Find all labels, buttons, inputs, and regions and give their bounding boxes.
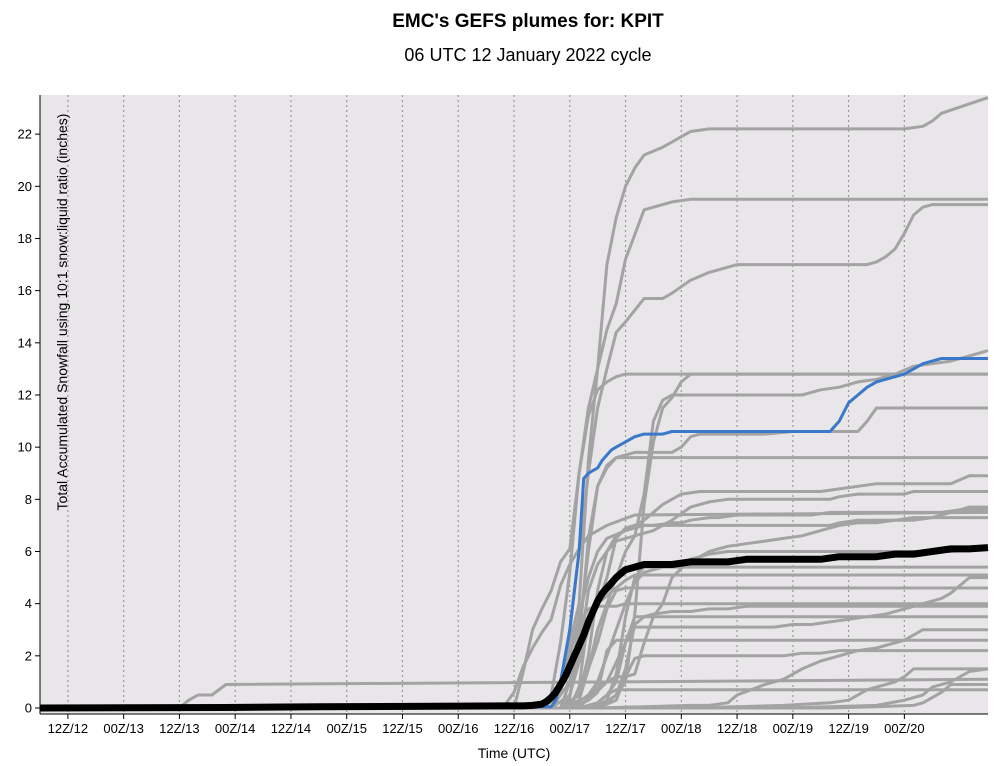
member-series-line xyxy=(40,197,988,710)
y-tick-label: 0 xyxy=(25,701,32,716)
member-series-line xyxy=(39,510,989,710)
y-tick-label: 4 xyxy=(25,596,32,611)
member-series-line xyxy=(40,516,988,710)
x-tick-label: 00Z/16 xyxy=(438,721,478,736)
x-tick-label: 12Z/19 xyxy=(828,721,868,736)
y-tick-label: 14 xyxy=(18,335,32,350)
member-series-line xyxy=(40,683,988,710)
y-tick-label: 18 xyxy=(18,231,32,246)
control-run xyxy=(39,357,988,710)
member-series-line xyxy=(40,505,988,710)
y-axis-ticks: 0 2 4 6 8 10 12 14 16 18 20 22 xyxy=(18,127,40,716)
y-tick-label: 22 xyxy=(18,127,32,142)
member-series-line xyxy=(40,474,988,710)
y-tick-label: 16 xyxy=(18,283,32,298)
x-tick-label: 12Z/17 xyxy=(605,721,645,736)
x-tick-label: 12Z/18 xyxy=(717,721,757,736)
chart-subtitle: 06 UTC 12 January 2022 cycle xyxy=(404,45,651,65)
x-axis-ticks: 12Z/12 00Z/13 12Z/13 00Z/14 12Z/14 00Z/15 12Z/… xyxy=(48,714,925,736)
x-tick-label: 12Z/13 xyxy=(159,721,199,736)
member-series-line xyxy=(40,688,988,710)
member-series-line xyxy=(40,508,988,710)
member-series-line xyxy=(40,203,988,710)
member-series-line xyxy=(40,649,988,710)
y-tick-label: 12 xyxy=(18,387,32,402)
control-series-line xyxy=(39,357,988,710)
x-tick-label: 00Z/19 xyxy=(773,721,813,736)
x-tick-label: 00Z/15 xyxy=(326,721,366,736)
x-tick-label: 00Z/18 xyxy=(661,721,701,736)
y-axis-label: Total Accumulated Snowfall using 10:1 sn… xyxy=(54,114,70,511)
x-tick-label: 00Z/13 xyxy=(103,721,143,736)
member-series-line xyxy=(40,667,988,710)
member-series-line xyxy=(40,490,988,710)
chart-title: EMC's GEFS plumes for: KPIT xyxy=(392,11,664,32)
x-tick-label: 00Z/14 xyxy=(215,721,255,736)
member-series-line xyxy=(40,615,988,710)
member-series-line xyxy=(40,349,989,710)
x-tick-label: 12Z/15 xyxy=(382,721,422,736)
ensemble-members xyxy=(39,96,989,710)
ensemble-mean xyxy=(39,544,989,712)
member-series-line xyxy=(40,406,988,710)
y-tick-label: 20 xyxy=(18,179,32,194)
y-tick-label: 8 xyxy=(25,492,32,507)
x-tick-label: 12Z/12 xyxy=(48,721,88,736)
y-tick-label: 6 xyxy=(25,544,32,559)
member-series-line xyxy=(40,576,988,710)
x-tick-label: 12Z/14 xyxy=(271,721,311,736)
y-tick-label: 10 xyxy=(18,440,32,455)
y-tick-label: 2 xyxy=(25,648,32,663)
x-axis-label: Time (UTC) xyxy=(478,745,551,761)
x-tick-label: 00Z/17 xyxy=(550,721,590,736)
member-series-line xyxy=(40,96,989,710)
mean-series-line xyxy=(39,544,989,712)
x-tick-label: 12Z/16 xyxy=(494,721,534,736)
x-tick-label: 00Z/20 xyxy=(884,721,924,736)
member-series-line xyxy=(40,586,988,710)
member-series-line xyxy=(40,628,988,710)
